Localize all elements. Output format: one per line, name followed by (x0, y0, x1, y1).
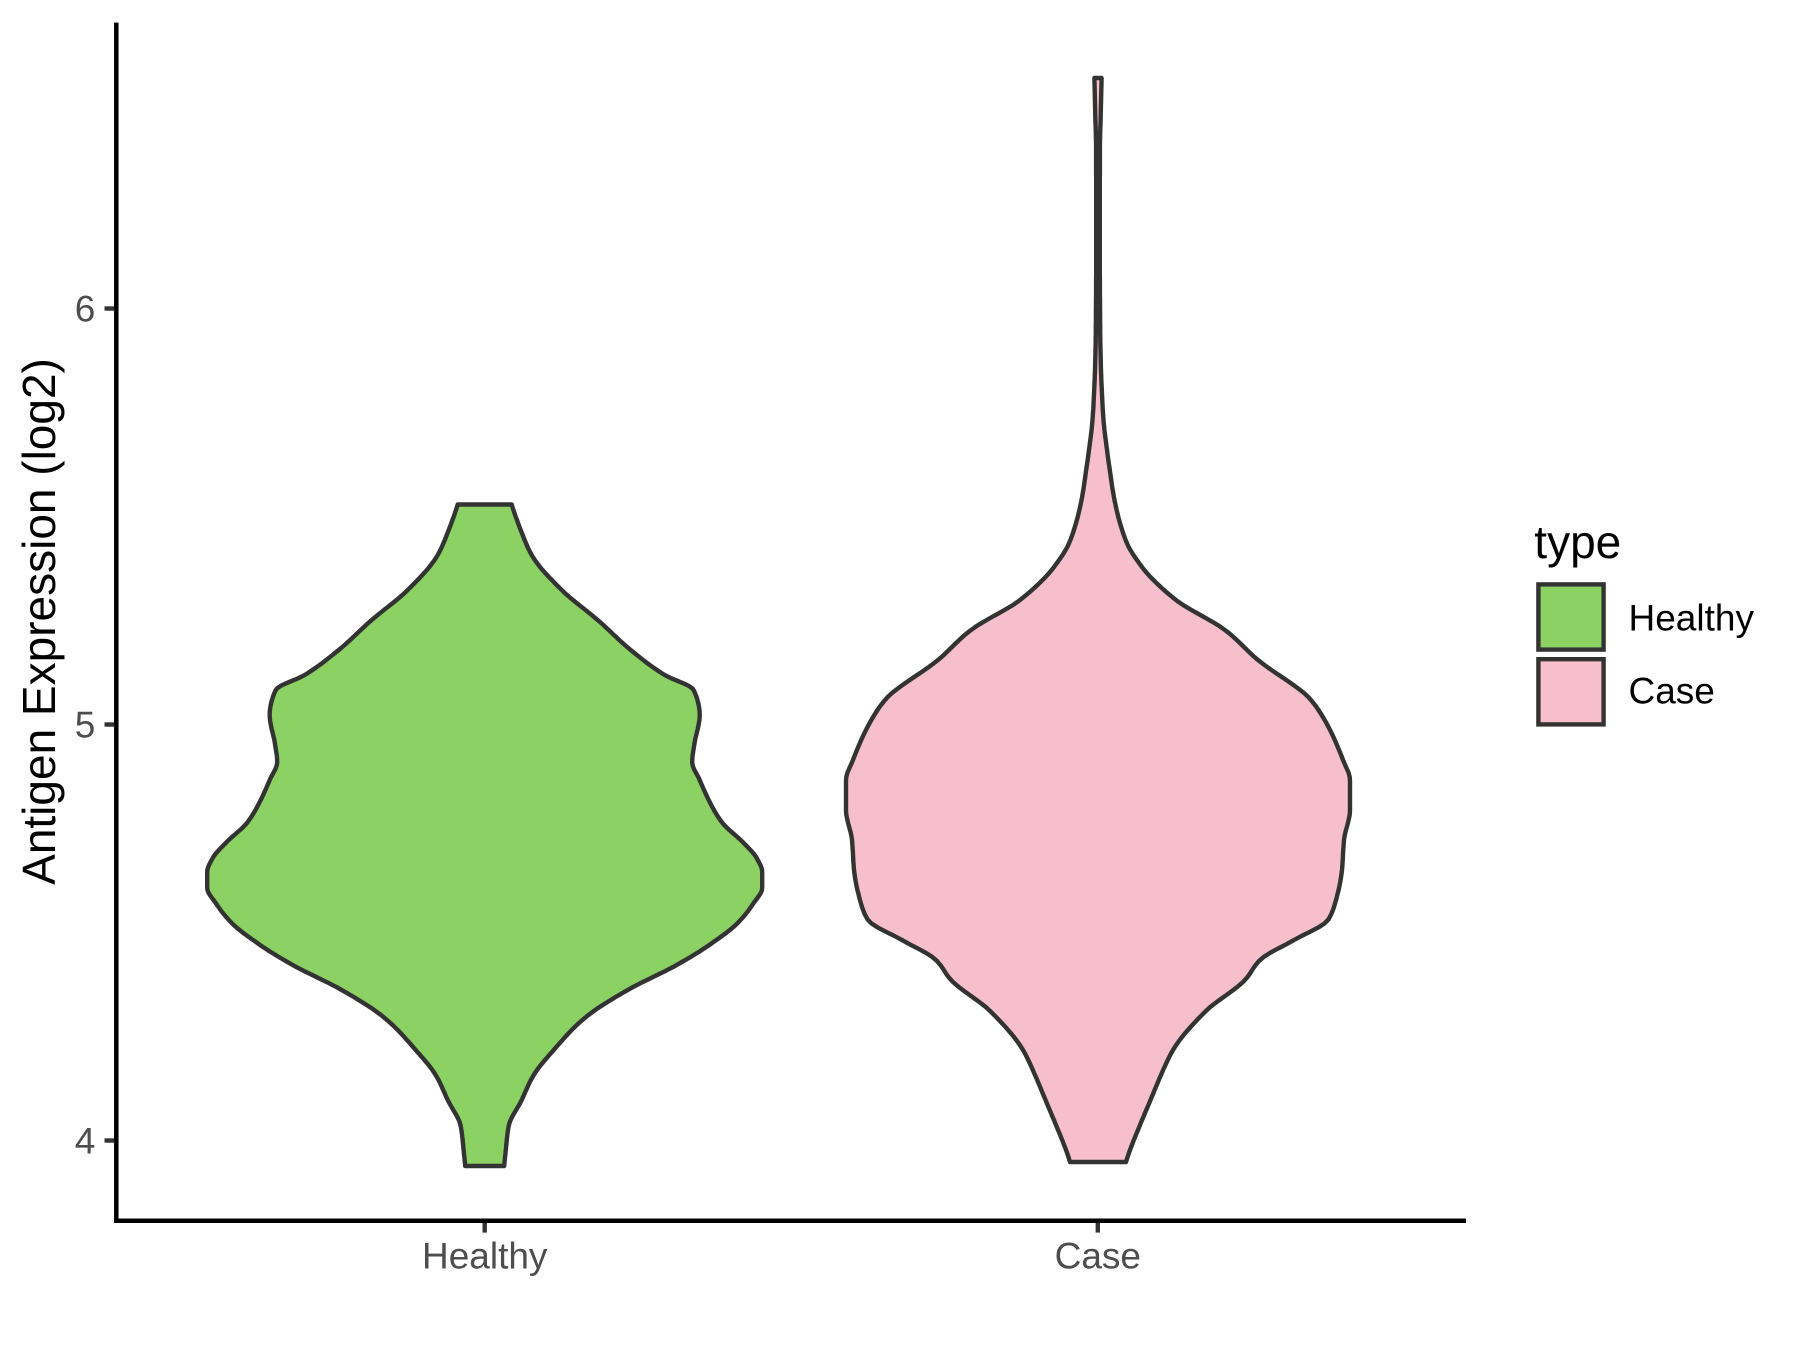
svg-text:5: 5 (75, 704, 96, 745)
svg-text:4: 4 (75, 1120, 96, 1161)
svg-text:Healthy: Healthy (422, 1236, 548, 1277)
svg-text:Antigen Expression (log2): Antigen Expression (log2) (13, 358, 65, 885)
svg-text:Case: Case (1629, 670, 1715, 711)
svg-text:type: type (1534, 516, 1621, 568)
svg-text:Case: Case (1055, 1236, 1141, 1277)
svg-text:6: 6 (75, 288, 96, 329)
svg-text:Healthy: Healthy (1629, 598, 1755, 639)
